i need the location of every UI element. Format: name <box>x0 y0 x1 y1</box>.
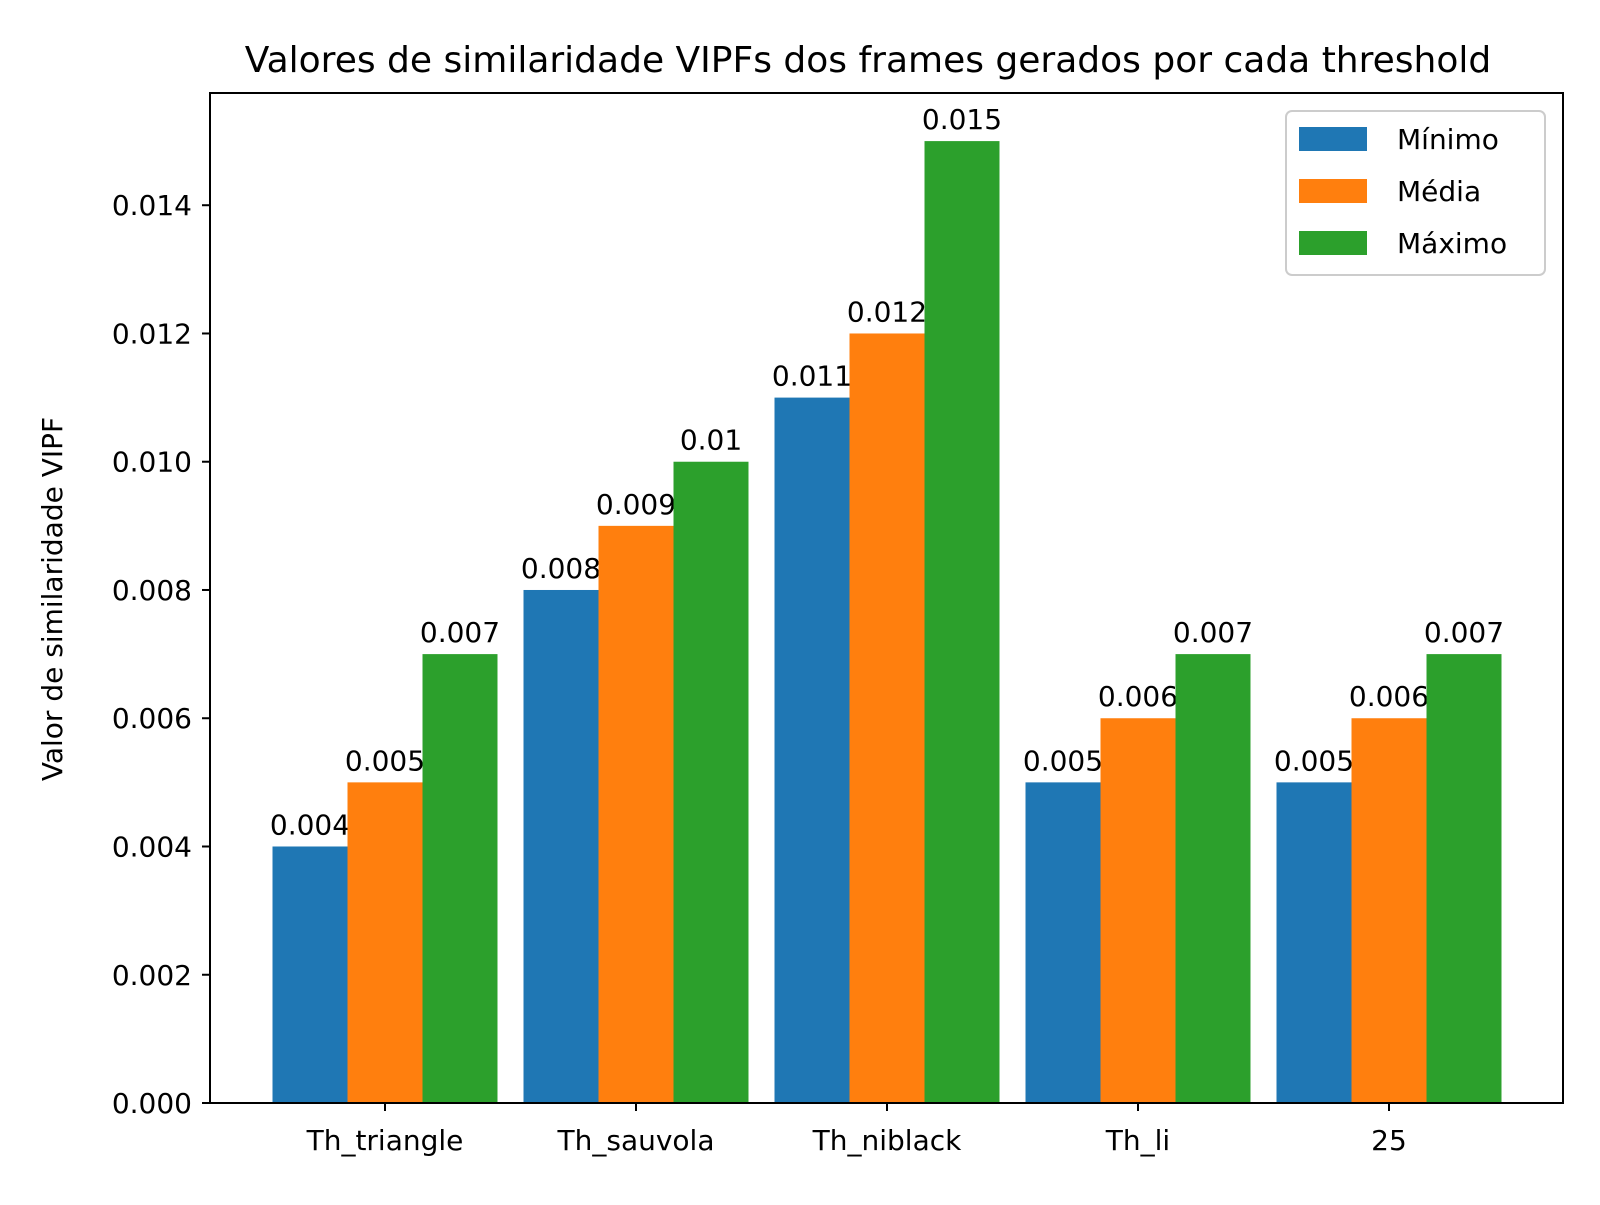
y-tick-label: 0.006 <box>112 702 192 735</box>
bar-value-label: 0.005 <box>1023 744 1103 777</box>
y-tick-label: 0.012 <box>112 317 192 350</box>
bar <box>673 461 749 1104</box>
bar-value-label: 0.009 <box>596 488 676 521</box>
y-tick-label: 0.008 <box>112 574 192 607</box>
legend-swatch <box>1299 179 1367 203</box>
bar-value-label: 0.007 <box>420 616 500 649</box>
bar <box>1100 718 1176 1103</box>
bar-value-label: 0.007 <box>1173 616 1253 649</box>
bar <box>347 782 423 1103</box>
legend-swatch <box>1299 127 1367 151</box>
bar <box>272 846 348 1103</box>
legend-label: Máximo <box>1397 227 1507 260</box>
axes-frame <box>209 92 1564 1104</box>
bar-value-label: 0.005 <box>345 744 425 777</box>
bar-value-label: 0.006 <box>1349 680 1429 713</box>
bar-value-label: 0.004 <box>270 808 350 841</box>
legend-label: Média <box>1397 175 1481 208</box>
x-tick-label: Th_li <box>1105 1124 1170 1157</box>
x-tick-label: Th_niblack <box>812 1124 962 1157</box>
bar-value-label: 0.007 <box>1424 616 1504 649</box>
y-tick-label: 0.004 <box>112 830 192 863</box>
legend-swatch <box>1299 231 1367 255</box>
x-tick-label: Th_sauvola <box>557 1124 715 1157</box>
bar <box>598 525 674 1103</box>
legend-label: Mínimo <box>1397 123 1499 156</box>
bar-value-label: 0.006 <box>1098 680 1178 713</box>
y-tick-label: 0.010 <box>112 446 192 479</box>
bar <box>1351 718 1427 1103</box>
y-tick-label: 0.002 <box>112 959 192 992</box>
bar-value-label: 0.008 <box>521 552 601 585</box>
bar-value-label: 0.011 <box>772 360 852 393</box>
x-tick-label: 25 <box>1371 1124 1407 1157</box>
bar <box>1426 654 1502 1103</box>
bar <box>523 589 599 1103</box>
y-tick-label: 0.014 <box>112 189 192 222</box>
chart-title: Valores de similaridade VIPFs dos frames… <box>245 40 1491 81</box>
legend: Mínimo Média Máximo <box>1285 110 1546 276</box>
y-tick-label: 0.000 <box>112 1087 192 1120</box>
bar <box>1025 782 1101 1103</box>
bar <box>849 333 925 1104</box>
x-tick-label: Th_triangle <box>306 1124 464 1157</box>
bar-value-label: 0.012 <box>847 295 927 328</box>
y-axis-label: Valor de similaridade VIPF <box>36 417 69 781</box>
bar <box>924 141 1000 1104</box>
bar <box>1175 654 1251 1103</box>
bar <box>774 397 850 1104</box>
bar <box>422 654 498 1103</box>
bar-value-label: 0.015 <box>922 103 1002 136</box>
bar <box>1276 782 1352 1103</box>
bar-value-label: 0.005 <box>1274 744 1354 777</box>
bar-value-label: 0.01 <box>680 424 742 457</box>
